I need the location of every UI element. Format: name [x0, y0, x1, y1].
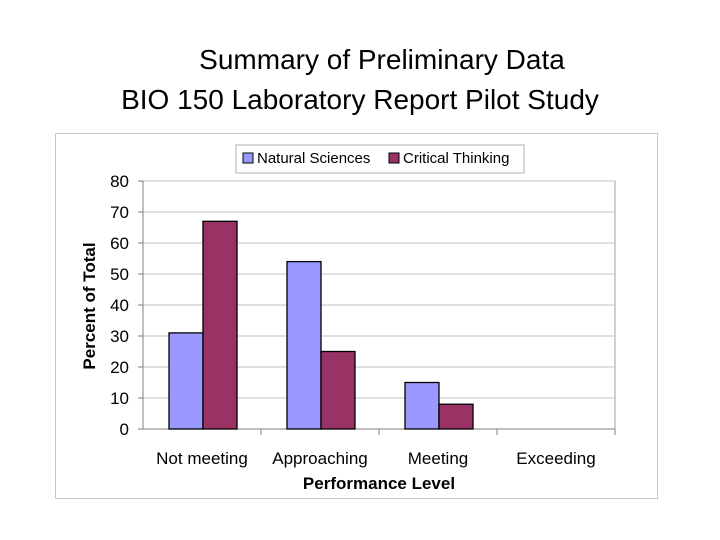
x-axis-title: Performance Level	[303, 474, 455, 493]
legend-label-natural-sciences: Natural Sciences	[257, 150, 370, 167]
y-tick-label: 80	[110, 172, 129, 191]
y-tick-label: 60	[110, 234, 129, 253]
legend-swatch-critical-thinking	[388, 152, 400, 164]
y-tick-label: 0	[120, 420, 129, 439]
legend-swatch-natural-sciences	[242, 152, 254, 164]
bar-critical-thinking-not-meeting	[202, 220, 238, 430]
x-tick-label: Meeting	[408, 449, 468, 468]
slide-title-line-1: Summary of Preliminary Data	[199, 44, 565, 75]
legend-box	[235, 144, 525, 174]
y-tick-label: 70	[110, 203, 129, 222]
bar-critical-thinking-approaching	[320, 350, 356, 430]
bar-critical-thinking-meeting	[438, 403, 474, 430]
bar-natural-sciences-not-meeting	[168, 332, 204, 430]
y-tick-label: 30	[110, 327, 129, 346]
y-tick-label: 10	[110, 389, 129, 408]
y-tick-label: 20	[110, 358, 129, 377]
slide-title-line-2: BIO 150 Laboratory Report Pilot Study	[121, 84, 599, 115]
legend: Natural Sciences Critical Thinking	[235, 144, 525, 174]
bar-natural-sciences-meeting	[404, 381, 440, 430]
x-tick-label: Exceeding	[516, 449, 595, 468]
y-axis-title: Percent of Total	[80, 242, 99, 369]
y-tick-label: 50	[110, 265, 129, 284]
x-tick-label: Approaching	[272, 449, 367, 468]
legend-label-critical-thinking: Critical Thinking	[403, 150, 509, 167]
x-tick-label: Not meeting	[156, 449, 248, 468]
y-tick-label: 40	[110, 296, 129, 315]
bar-natural-sciences-approaching	[286, 260, 322, 430]
plot-area: 0 10 20 30 40 50 60 70 80 Not meeting Approaching M…	[110, 172, 616, 468]
